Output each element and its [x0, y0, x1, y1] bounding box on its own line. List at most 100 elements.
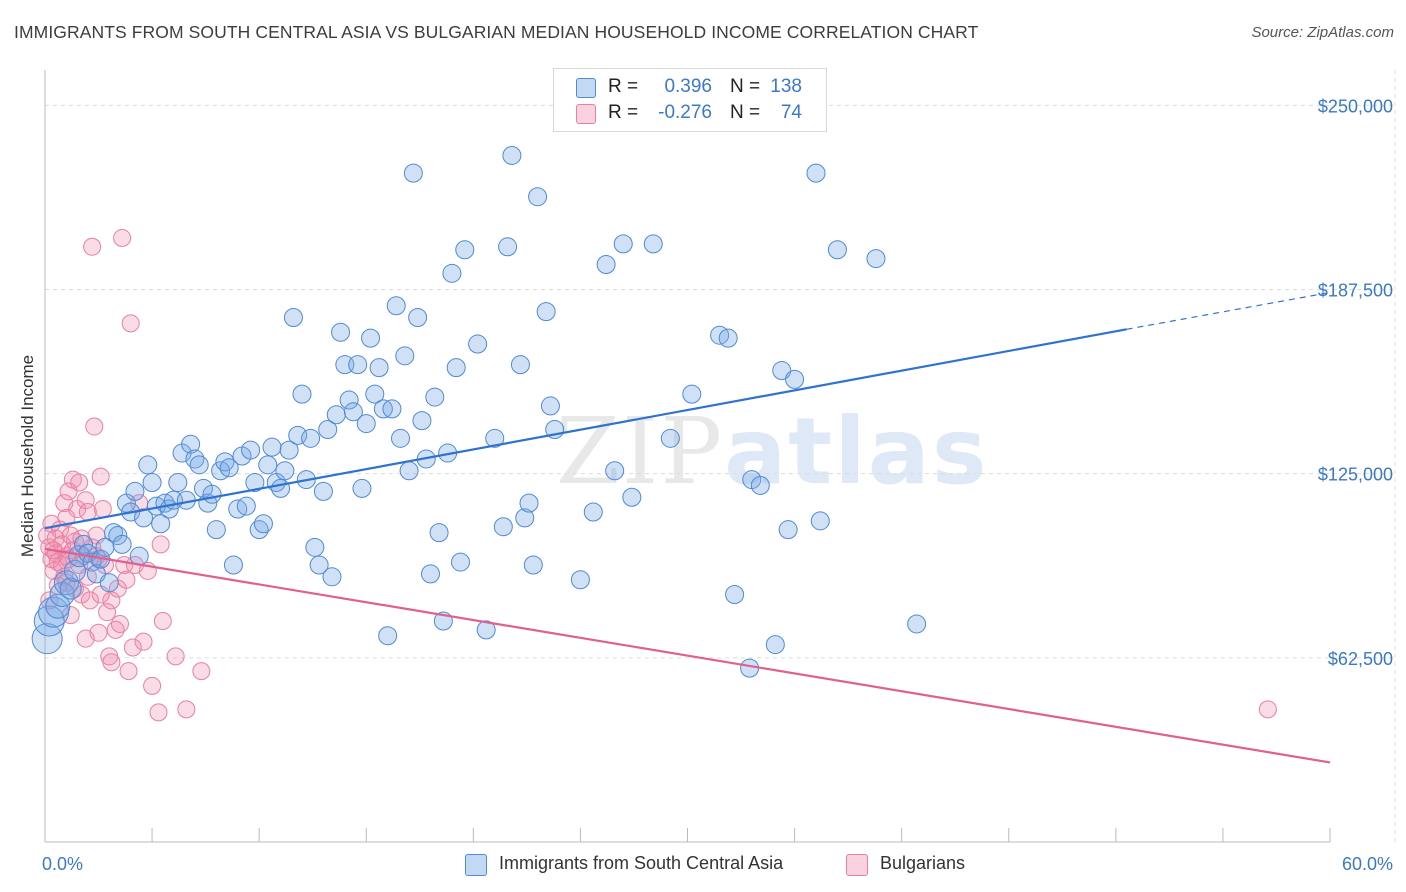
south-central-asia-point-98	[455, 240, 475, 260]
south-central-asia-point-128	[765, 635, 785, 655]
south-central-asia-point-73	[348, 355, 368, 375]
bulgarians-point-41	[119, 662, 138, 681]
south-central-asia-point-51	[253, 514, 273, 534]
south-central-asia-point-84	[395, 346, 415, 366]
south-central-asia-point-92	[429, 523, 449, 543]
south-central-asia-point-53	[262, 437, 282, 457]
bulgarians-point-19	[70, 473, 89, 492]
south-central-asia-point-77	[365, 384, 385, 404]
south-central-asia-point-75	[356, 414, 376, 434]
bulgarians-point-58	[89, 623, 108, 642]
south-central-asia-point-44	[223, 555, 243, 575]
bulgarians-point-69	[40, 591, 59, 610]
trend-lines	[44, 291, 1331, 764]
south-central-asia-point-67	[322, 567, 342, 587]
n-value: 138	[770, 76, 802, 97]
n-label: N =	[730, 102, 761, 123]
source-label[interactable]: Source: ZipAtlas.com	[1251, 24, 1394, 41]
bulgarians-point-38	[110, 614, 129, 633]
south-central-asia-point-76	[361, 328, 381, 348]
south-central-asia-point-116	[605, 461, 625, 481]
bulgarians-point-63	[98, 603, 117, 622]
south-central-asia-point-18	[112, 534, 132, 554]
south-central-asia-point-34	[181, 434, 201, 454]
south-central-asia-point-40	[206, 520, 226, 540]
bulgarians-point-60	[42, 514, 61, 533]
south-central-asia-point-85	[399, 461, 419, 481]
n-value: 74	[780, 102, 802, 123]
south-central-asia-point-103	[498, 237, 518, 257]
bulgarians-point-51	[166, 647, 185, 666]
bulgarians-point-50	[153, 612, 172, 631]
south-central-asia-point-106	[515, 508, 535, 528]
south-central-asia-point-69	[331, 322, 351, 342]
axes	[44, 70, 1331, 843]
south-central-asia-point-108	[523, 555, 543, 575]
south-central-asia-point-52	[258, 455, 278, 475]
south-central-asia-point-119	[643, 234, 663, 254]
y-tick-label-3: $250,000	[1318, 96, 1393, 116]
r-value: 0.396	[664, 76, 712, 97]
south-central-asia-point-68	[326, 405, 346, 425]
south-central-asia-point-9	[74, 534, 94, 554]
bulgarians-point-23	[76, 491, 95, 510]
south-central-asia-point-1	[33, 605, 65, 637]
south-central-asia-point-43	[219, 458, 239, 478]
south-central-asia-point-56	[275, 461, 295, 481]
south-central-asia-point-83	[391, 428, 411, 448]
bulgarians-point-39	[113, 228, 132, 247]
n-label: N =	[730, 76, 761, 97]
south-central-asia-point-101	[485, 428, 505, 448]
south-central-asia-point-118	[622, 487, 642, 507]
south-central-asia-point-87	[408, 308, 428, 328]
south-central-asia-point-60	[292, 384, 312, 404]
south-central-asia-point-90	[421, 564, 440, 584]
south-central-asia-point-62	[301, 428, 321, 448]
south-central-asia-point-82	[386, 296, 406, 316]
south-central-asia-point-105	[510, 355, 530, 375]
south-central-asia-point-109	[528, 187, 548, 207]
south-central-asia-point-123	[718, 328, 738, 348]
bulgarians-point-13	[59, 482, 78, 501]
bulgarians-point-32	[93, 500, 112, 519]
south-central-asia-points	[31, 145, 927, 678]
south-central-asia-point-58	[283, 308, 303, 328]
blue-swatch-icon	[465, 854, 487, 876]
south-central-asia-point-7	[63, 559, 86, 582]
south-central-asia-point-31	[168, 473, 188, 493]
south-central-asia-point-95	[442, 263, 462, 283]
south-central-asia-point-131	[785, 369, 805, 389]
legend-label: Bulgarians	[880, 853, 966, 873]
south-central-asia-point-110	[536, 302, 556, 322]
south-central-asia-trend-extension	[1126, 291, 1331, 330]
watermark-zip: ZIP	[556, 398, 725, 505]
blue-swatch-icon	[576, 78, 596, 98]
south-central-asia-point-104	[502, 145, 522, 165]
south-central-asia-point-72	[343, 402, 363, 422]
south-central-asia-point-6	[59, 577, 82, 600]
bulgarians-point-52	[177, 700, 196, 719]
south-central-asia-point-24	[138, 455, 158, 475]
bulgarians-point-68	[117, 570, 136, 589]
correlation-legend: R = 0.396 N = 138 R = -0.276 N = 74	[553, 68, 827, 132]
south-central-asia-point-71	[339, 390, 359, 410]
south-central-asia-point-81	[382, 399, 402, 419]
y-tick-label-2: $187,500	[1318, 281, 1393, 301]
south-central-asia-point-17	[108, 526, 128, 546]
south-central-asia-point-121	[682, 384, 702, 404]
south-central-asia-point-100	[476, 620, 496, 640]
south-central-asia-point-0	[31, 623, 63, 655]
x-tick-labels: 0.0% 60.0%	[42, 854, 1393, 874]
bulgarians-point-28	[85, 417, 104, 436]
y-tick-labels: $62,500 $125,000 $187,500 $250,000	[1318, 96, 1393, 668]
bulgarians-point-31	[91, 467, 110, 486]
south-central-asia-point-57	[279, 440, 299, 460]
bulgarians-point-24	[78, 502, 97, 521]
south-central-asia-point-21	[125, 481, 145, 501]
y-tick-label-0: $62,500	[1328, 649, 1393, 669]
bulgarians-point-48	[149, 703, 168, 722]
r-value: -0.276	[658, 102, 712, 123]
pink-swatch-icon	[576, 104, 596, 124]
south-central-asia-point-88	[412, 411, 432, 431]
south-central-asia-point-36	[189, 455, 209, 475]
